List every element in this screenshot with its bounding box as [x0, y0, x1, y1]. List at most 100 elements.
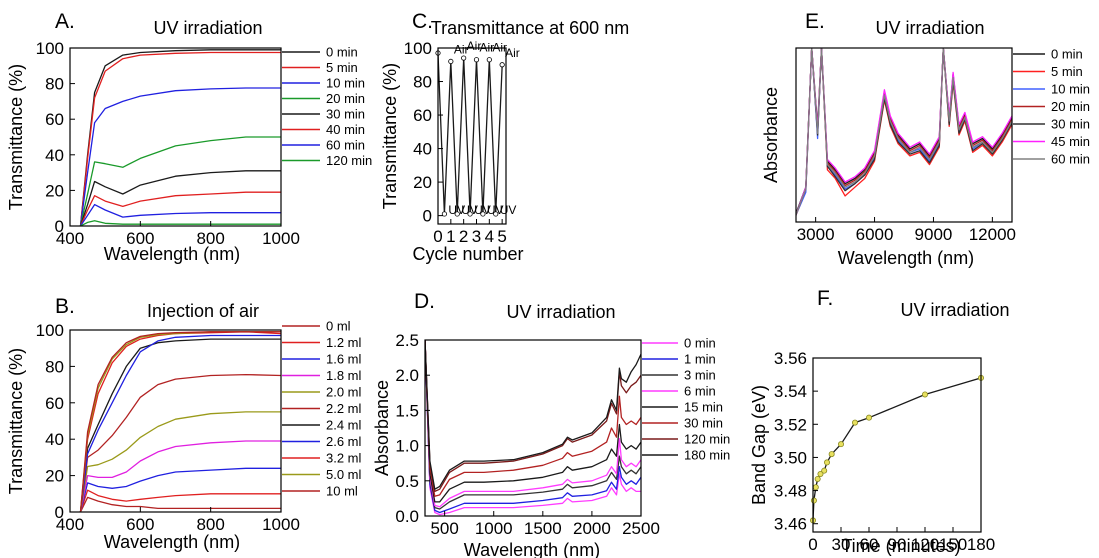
panel-d-y-tick-label: 2.0 — [395, 366, 419, 385]
panel-b-series-line — [79, 331, 281, 512]
panel-c-title: Transmittance at 600 nm — [431, 18, 629, 38]
panel-c-data-point — [441, 211, 448, 217]
panel-f-y-axis-label: Band Gap (eV) — [749, 385, 769, 505]
panel-b-legend-entry: 1.2 ml — [326, 335, 362, 350]
panel-a-y-tick-label: 80 — [45, 75, 64, 94]
panel-c-data-point — [499, 62, 505, 68]
panel-f-letter: F. — [817, 287, 833, 310]
panel-d-legend-entry: 120 min — [684, 432, 730, 447]
panel-a-series-line — [79, 191, 281, 226]
panel-d-y-tick-label: 1.0 — [395, 437, 419, 456]
panel-a-y-tick-label: 20 — [45, 181, 64, 200]
panel-c-annotation: Air — [479, 41, 494, 55]
panel-a-legend-entry: 5 min — [326, 60, 358, 75]
panel-a-x-tick-label: 400 — [56, 229, 84, 248]
panel-e-x-axis-label: Wavelength (nm) — [838, 248, 974, 268]
panel-b-y-tick-label: 0 — [55, 503, 64, 522]
panel-c-annotation: Air — [454, 42, 469, 56]
panel-b-y-axis-label: Transmittance (%) — [6, 348, 26, 494]
panel-d-x-tick-label: 2500 — [622, 519, 660, 538]
panel-c-data-point — [493, 211, 499, 217]
panel-f-data-point — [828, 451, 835, 458]
panel-f-title: UV irradiation — [900, 300, 1009, 320]
panel-c-y-tick-label: 0 — [423, 207, 432, 226]
panel-f-data-point — [817, 470, 824, 477]
panel-e-series-line — [796, 48, 1012, 216]
panel-d-legend-entry: 0 min — [684, 336, 716, 351]
panel-e-plot-frame — [795, 47, 1013, 223]
panel-c-series-line — [438, 52, 503, 215]
panel-e-series-line — [796, 48, 1012, 216]
panel-d-series-line — [425, 340, 641, 508]
panel-c-y-axis-label: Transmittance (%) — [380, 63, 400, 209]
panel-f-x-tick-label: 180 — [967, 535, 995, 554]
panel-a-legend-entry: 120 min — [326, 153, 372, 168]
panel-b-x-tick-label: 600 — [126, 515, 154, 534]
panel-d-legend-entry: 3 min — [684, 368, 716, 383]
panel-d-x-tick-label: 1500 — [524, 519, 562, 538]
panel-a-legend-entry: 30 min — [326, 107, 365, 122]
panel-a-title: UV irradiation — [153, 18, 262, 38]
panel-e-x-tick-label: 6000 — [856, 225, 894, 244]
panel-c-annotation: UV — [474, 203, 491, 217]
panel-b-plot-frame — [69, 329, 282, 513]
panel-b-series-line — [79, 373, 281, 512]
panel-a-series-line — [79, 136, 281, 226]
panel-f-data-point — [922, 391, 929, 398]
panel-e-title: UV irradiation — [875, 18, 984, 38]
panel-f-series-line — [813, 377, 981, 521]
panel-a-legend-entry: 0 min — [326, 45, 358, 60]
panel-a-legend-entry: 40 min — [326, 122, 365, 137]
panel-e-legend-entry: 20 min — [1051, 99, 1090, 114]
panel-a-x-axis-label: Wavelength (nm) — [104, 244, 240, 264]
panel-e-x-tick-label: 9000 — [915, 225, 953, 244]
panel-c-x-axis-label: Cycle number — [412, 244, 523, 264]
panel-c-letter: C. — [412, 10, 433, 33]
panel-b-series-line — [79, 467, 281, 512]
panel-d-y-axis-label: Absorbance — [372, 380, 392, 476]
panel-a-y-tick-label: 60 — [45, 110, 64, 129]
panel-c-data-point — [461, 55, 467, 61]
panel-c-x-tick-label: 1 — [446, 227, 455, 246]
panel-a-y-axis-label: Transmittance (%) — [6, 64, 26, 210]
panel-a-series-line — [79, 170, 281, 226]
panel-e-x-tick-label: 12000 — [969, 225, 1016, 244]
panel-f-y-tick-label: 3.56 — [774, 349, 807, 368]
panel-c-x-tick-label: 4 — [485, 227, 494, 246]
panel-e-x-tick-label: 3000 — [797, 225, 835, 244]
panel-a-y-tick-label: 100 — [36, 39, 64, 58]
panel-e-series-line — [796, 48, 1012, 216]
panel-a-x-tick-label: 1000 — [262, 229, 300, 248]
panel-b-x-tick-label: 1000 — [262, 515, 300, 534]
panel-d-legend-entry: 15 min — [684, 400, 723, 415]
panel-b-letter: B. — [55, 295, 75, 318]
panel-b-legend-entry: 3.2 ml — [326, 451, 362, 466]
panel-c-annotation: Air — [505, 46, 520, 60]
panel-d-series-line — [425, 340, 641, 514]
panel-e-letter: E. — [805, 10, 825, 33]
panel-e-series-line — [796, 48, 1012, 214]
panel-b-legend-entry: 5.0 ml — [326, 467, 362, 482]
panel-b-series-line — [79, 331, 281, 512]
panel-a-series-line — [80, 220, 281, 226]
panel-e-legend-entry: 45 min — [1051, 134, 1090, 149]
panel-c-x-tick-label: 5 — [497, 227, 506, 246]
panel-f-data-point — [812, 484, 819, 491]
panel-a-legend-entry: 60 min — [326, 138, 365, 153]
panel-d-title: UV irradiation — [506, 302, 615, 322]
panel-c-x-tick-label: 0 — [433, 227, 442, 246]
panel-b-series-line — [79, 411, 281, 512]
panel-f-x-tick-label: 90 — [888, 535, 907, 554]
panel-a-plot-frame — [69, 47, 282, 227]
panel-d-series-line — [425, 340, 641, 493]
panel-b-series-line — [79, 440, 281, 512]
panel-f-x-tick-label: 120 — [911, 535, 939, 554]
panel-b-series-line — [79, 338, 281, 512]
panel-d-x-tick-label: 2000 — [573, 519, 611, 538]
panel-b-legend-entry: 10 ml — [326, 484, 358, 499]
panel-d-x-tick-label: 1000 — [475, 519, 513, 538]
panel-b-legend-entry: 2.6 ml — [326, 434, 362, 449]
panel-a-y-tick-label: 0 — [55, 217, 64, 236]
panel-c-x-tick-label: 3 — [472, 227, 481, 246]
panel-f-y-tick-label: 3.52 — [774, 415, 807, 434]
